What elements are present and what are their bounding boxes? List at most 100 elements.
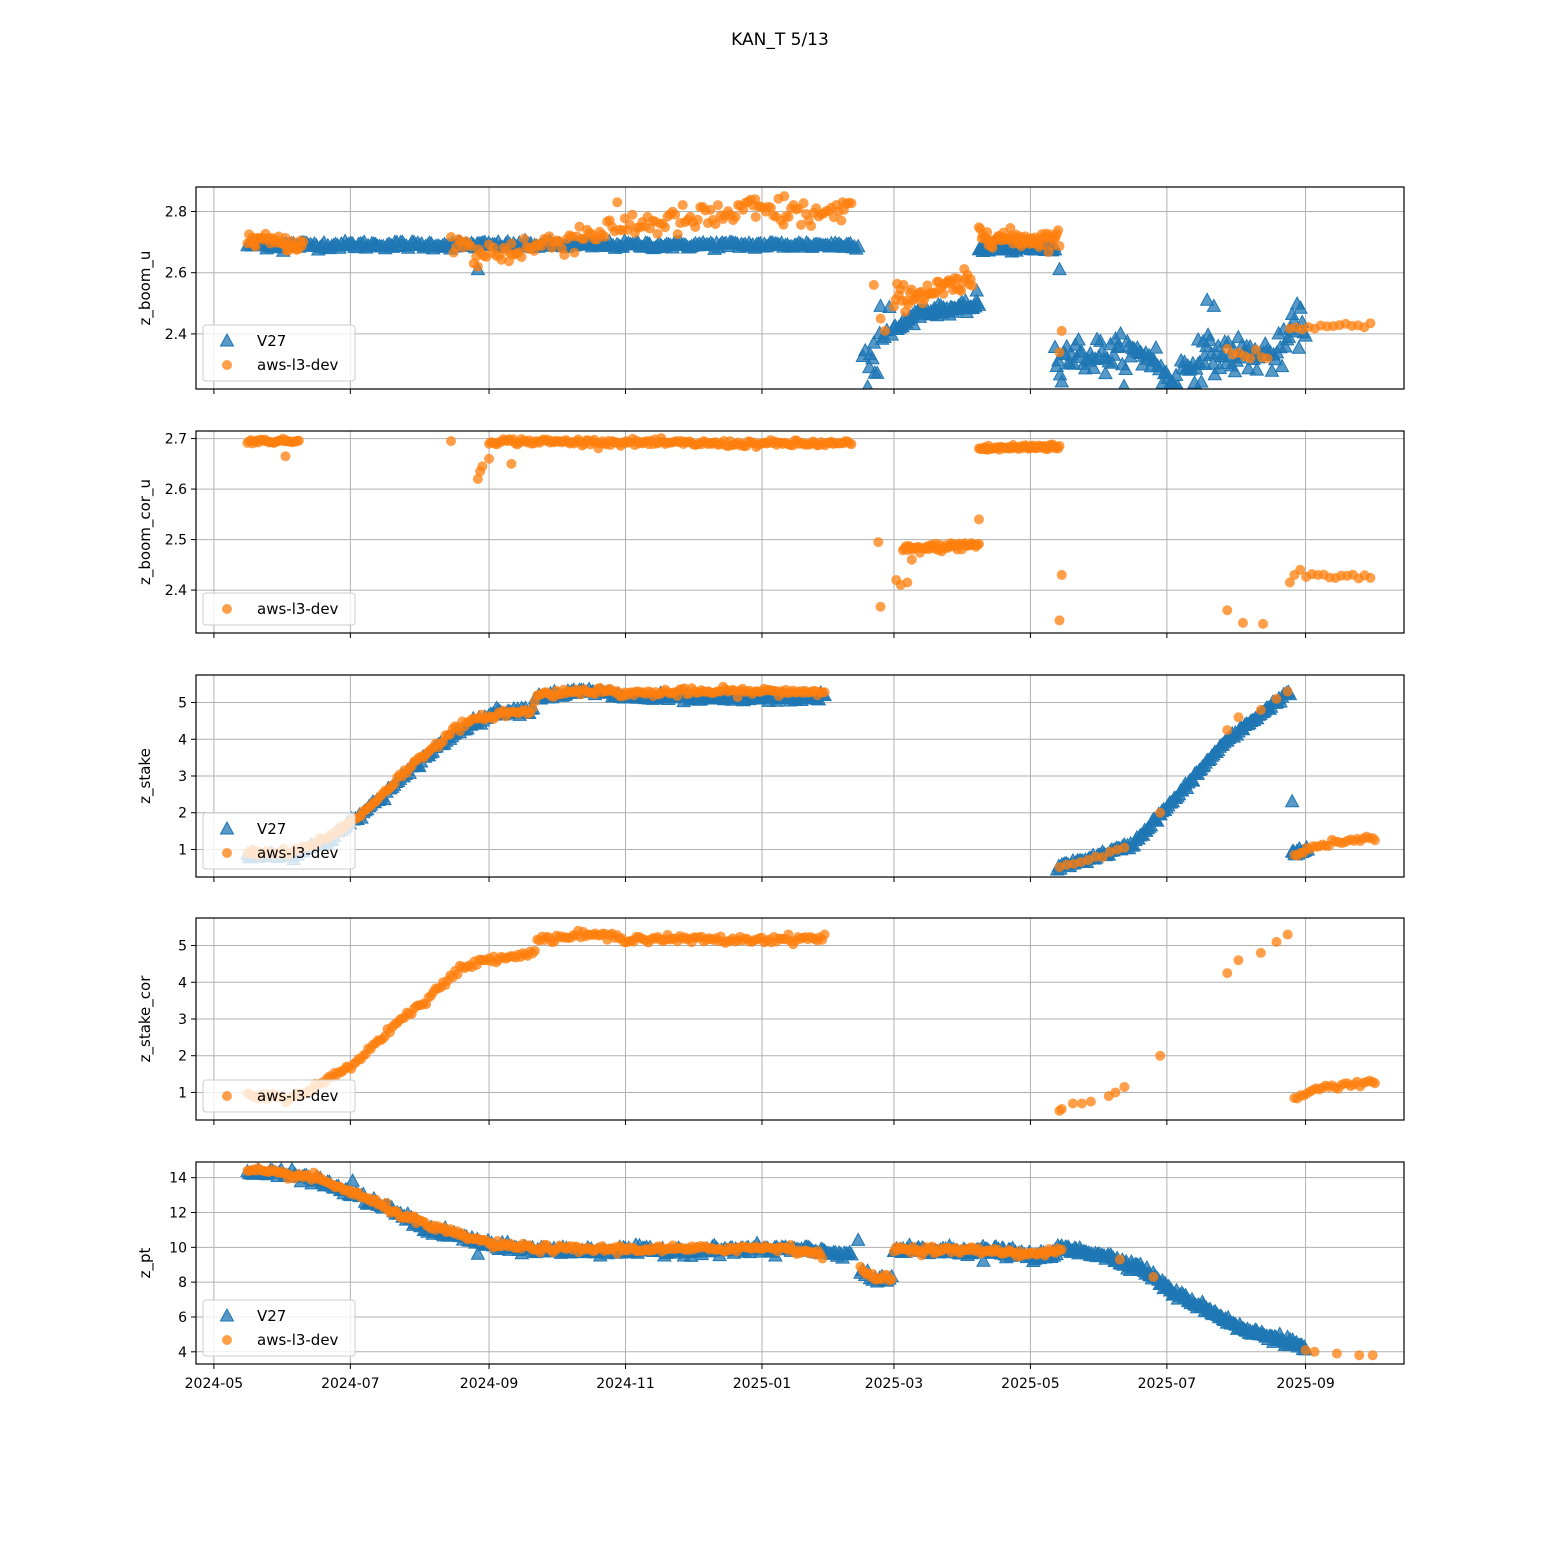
data-point-circle (906, 554, 917, 565)
data-point-circle (1053, 225, 1064, 236)
data-point-circle (1054, 615, 1065, 626)
data-point-circle (1367, 1350, 1378, 1361)
data-point-circle (1331, 1348, 1342, 1359)
x-tick-label: 2025-05 (1001, 1376, 1060, 1392)
legend-label: aws-l3-dev (257, 844, 339, 862)
legend: V27 aws-l3-dev (202, 812, 356, 870)
data-point-triangle (971, 297, 987, 311)
data-point-circle (973, 538, 984, 549)
data-point-circle (836, 215, 847, 226)
data-point-triangle (1106, 347, 1122, 361)
data-point-circle (1056, 1103, 1067, 1114)
data-point-circle (1222, 725, 1233, 736)
data-point-triangle (906, 316, 922, 331)
legend-label: aws-l3-dev (257, 1331, 339, 1349)
data-point-triangle (1093, 333, 1108, 347)
legend: V27 aws-l3-dev (202, 1299, 356, 1357)
legend-box (202, 1299, 356, 1357)
y-tick-label: 2 (178, 1049, 187, 1065)
data-point-circle (446, 436, 457, 447)
y-tick-label: 5 (178, 939, 187, 955)
data-point-triangle (367, 237, 383, 251)
axes-frame (195, 917, 1405, 1121)
legend-box (202, 812, 356, 870)
data-point-triangle (1278, 338, 1293, 353)
data-point-circle (880, 325, 891, 336)
y-tick-label: 12 (169, 1206, 187, 1222)
series-aws-l3-dev (242, 1163, 1378, 1361)
data-point-circle (1222, 968, 1233, 979)
data-point-triangle (850, 238, 866, 253)
data-point-circle (381, 1197, 392, 1208)
axes-frame (195, 430, 1405, 634)
subplot-z-pt: 4 6 8 10 12 14 2024-05 2024-07 2024-09 2024-11 202… (136, 1161, 1405, 1392)
figure-title: KAN_T 5/13 (731, 30, 829, 50)
data-point-circle (644, 223, 655, 234)
data-point-circle (778, 219, 789, 230)
data-point-circle (1255, 704, 1266, 715)
data-point-circle (783, 212, 794, 223)
y-tick-label: 4 (178, 732, 187, 748)
data-point-circle (710, 219, 721, 230)
y-tick-label: 14 (169, 1171, 187, 1187)
legend-label: aws-l3-dev (257, 356, 339, 374)
data-point-circle (506, 238, 517, 249)
legend-label: aws-l3-dev (257, 600, 339, 618)
data-point-triangle (1118, 378, 1130, 389)
x-tick-label: 2025-09 (1276, 1376, 1335, 1392)
y-tick-label: 2.6 (165, 482, 187, 498)
data-point-circle (506, 458, 517, 469)
data-point-circle (1056, 325, 1067, 336)
data-point-circle (1258, 618, 1269, 629)
legend-marker-circle (222, 1335, 232, 1345)
data-point-circle (529, 945, 540, 956)
data-point-circle (1222, 605, 1233, 616)
data-point-triangle (1249, 362, 1265, 376)
data-point-circle (1309, 1346, 1320, 1357)
data-point-triangle (866, 335, 882, 349)
data-point-triangle (1052, 261, 1067, 276)
data-point-circle (712, 200, 723, 211)
data-point-circle (1251, 344, 1262, 355)
data-point-triangle (1227, 363, 1243, 378)
data-point-circle (670, 209, 681, 220)
data-point-triangle (844, 1246, 859, 1261)
data-point-circle (574, 221, 585, 232)
data-point-circle (819, 687, 830, 698)
y-tick-label: 6 (178, 1310, 187, 1326)
y-tick-label: 1 (178, 842, 187, 858)
y-tick-label: 4 (178, 1345, 187, 1361)
data-point-triangle (976, 1253, 991, 1267)
data-point-circle (1056, 569, 1067, 580)
data-point-triangle (862, 359, 877, 374)
data-point-triangle (1293, 300, 1308, 314)
data-point-triangle (1066, 356, 1081, 370)
x-tick-label: 2024-07 (321, 1376, 380, 1392)
legend-marker-circle (222, 360, 232, 370)
series-aws-l3-dev (242, 191, 1376, 364)
data-point-circle (627, 209, 638, 220)
data-point-circle (1110, 1087, 1121, 1098)
data-point-triangle (1202, 332, 1218, 346)
data-point-circle (692, 214, 703, 225)
data-point-circle (1354, 1350, 1365, 1361)
data-point-circle (1119, 842, 1130, 853)
data-point-circle (779, 191, 790, 202)
y-axis-label: z_pt (136, 1247, 155, 1278)
plot-area (242, 433, 1376, 629)
legend-marker-triangle (219, 1307, 235, 1322)
y-tick-label: 3 (178, 769, 187, 785)
data-point-triangle (1206, 298, 1222, 312)
data-point-circle (660, 222, 671, 233)
data-point-triangle (862, 379, 874, 389)
data-point-circle (1282, 686, 1293, 697)
data-point-circle (1300, 1345, 1311, 1356)
series-aws-l3-dev (242, 925, 1380, 1116)
data-point-triangle (1118, 361, 1133, 375)
data-point-circle (837, 197, 848, 208)
data-point-circle (1233, 712, 1244, 723)
axes-frame (195, 1161, 1405, 1365)
series-aws-l3-dev (242, 433, 1376, 629)
data-point-circle (1365, 572, 1376, 583)
data-point-circle (472, 473, 483, 484)
